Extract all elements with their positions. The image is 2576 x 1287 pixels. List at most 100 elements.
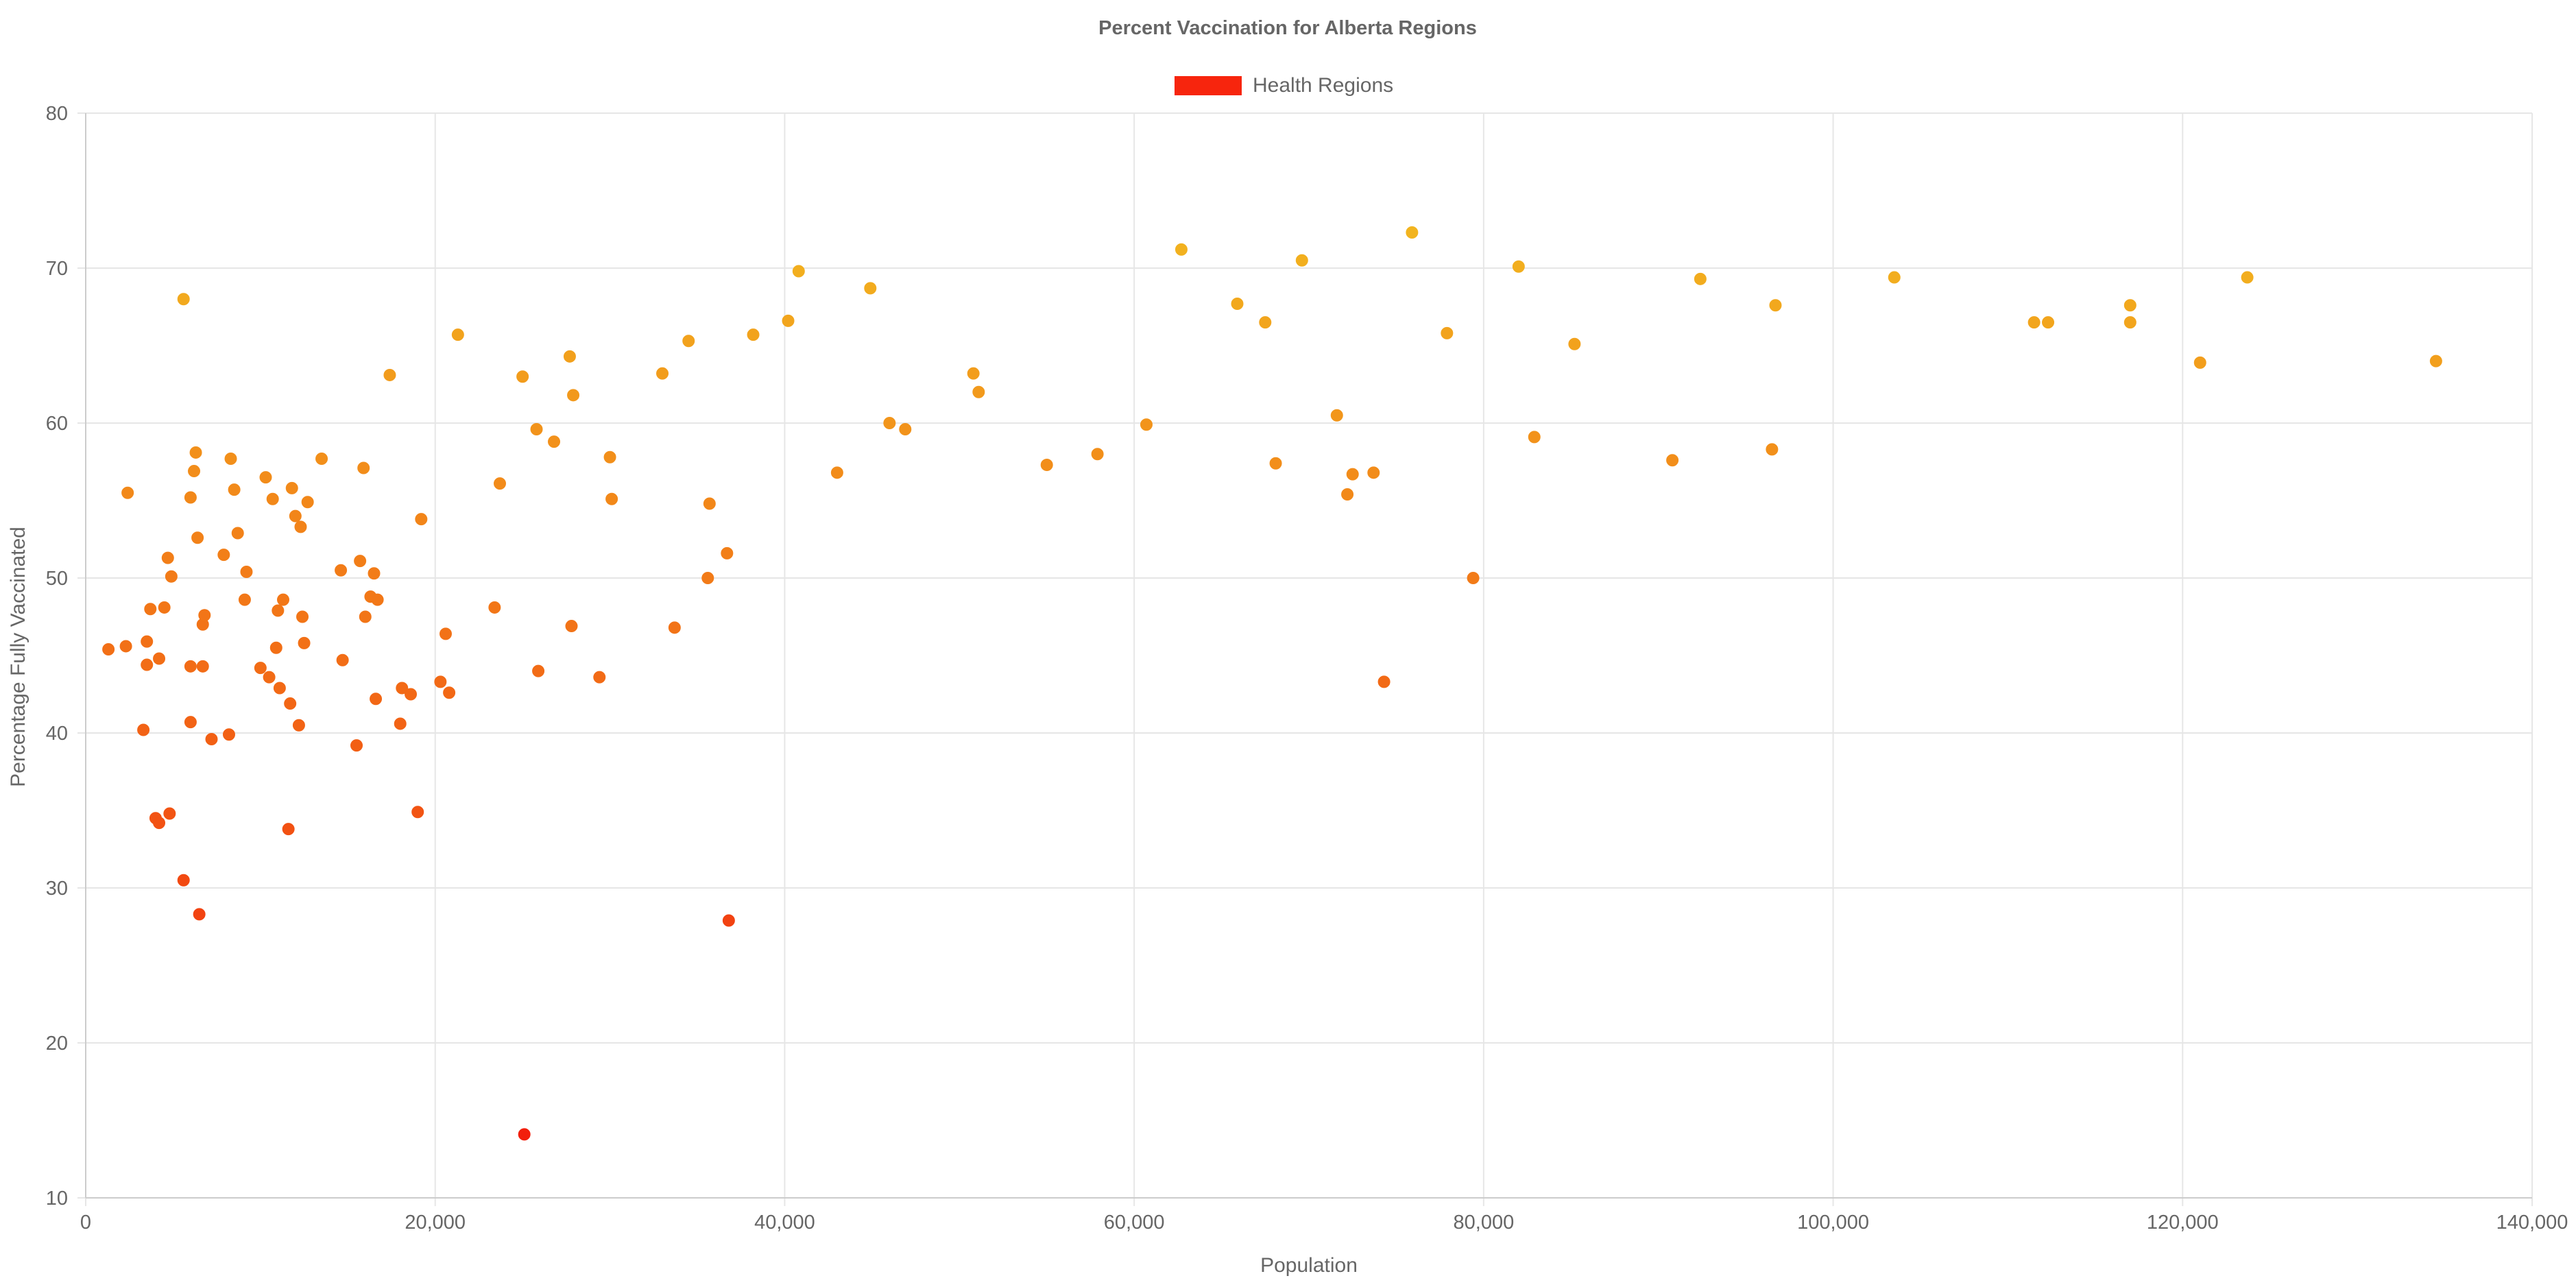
data-point[interactable] — [656, 367, 669, 380]
data-point[interactable] — [530, 423, 543, 436]
data-point[interactable] — [205, 733, 218, 746]
data-point[interactable] — [163, 807, 176, 820]
data-point[interactable] — [1040, 459, 1053, 472]
data-point[interactable] — [864, 282, 877, 295]
data-point[interactable] — [1528, 431, 1541, 444]
data-point[interactable] — [336, 653, 349, 666]
data-point[interactable] — [370, 693, 383, 706]
data-point[interactable] — [443, 686, 456, 699]
data-point[interactable] — [224, 452, 237, 465]
data-point[interactable] — [532, 664, 545, 677]
data-point[interactable] — [196, 660, 209, 673]
data-point[interactable] — [1091, 448, 1104, 461]
data-point[interactable] — [368, 567, 381, 580]
data-point[interactable] — [177, 293, 190, 306]
data-point[interactable] — [121, 486, 134, 499]
data-point[interactable] — [254, 662, 267, 675]
data-point[interactable] — [2042, 316, 2055, 329]
data-point[interactable] — [1330, 409, 1343, 422]
data-point[interactable] — [153, 652, 166, 665]
data-point[interactable] — [721, 546, 734, 560]
data-point[interactable] — [272, 604, 285, 617]
data-point[interactable] — [231, 527, 244, 540]
data-point[interactable] — [703, 497, 716, 510]
data-point[interactable] — [294, 520, 307, 533]
data-point[interactable] — [899, 423, 912, 436]
data-point[interactable] — [158, 601, 171, 614]
data-point[interactable] — [289, 509, 302, 522]
data-point[interactable] — [1367, 466, 1380, 479]
data-point[interactable] — [605, 492, 618, 505]
data-point[interactable] — [2123, 316, 2136, 329]
data-point[interactable] — [276, 593, 289, 606]
data-point[interactable] — [357, 461, 370, 474]
data-point[interactable] — [1269, 457, 1282, 470]
data-point[interactable] — [883, 417, 896, 429]
data-point[interactable] — [1231, 297, 1244, 310]
data-point[interactable] — [228, 483, 241, 496]
data-point[interactable] — [269, 641, 282, 654]
data-point[interactable] — [217, 549, 230, 562]
data-point[interactable] — [518, 1128, 531, 1141]
data-point[interactable] — [682, 335, 695, 348]
data-point[interactable] — [668, 621, 681, 634]
data-point[interactable] — [296, 610, 309, 623]
data-point[interactable] — [165, 570, 178, 583]
data-point[interactable] — [193, 908, 206, 921]
data-point[interactable] — [119, 640, 132, 653]
data-point[interactable] — [191, 531, 204, 544]
data-point[interactable] — [1888, 271, 1901, 284]
data-point[interactable] — [1766, 443, 1779, 456]
data-point[interactable] — [411, 806, 424, 819]
data-point[interactable] — [394, 717, 407, 730]
data-point[interactable] — [972, 385, 985, 398]
data-point[interactable] — [451, 328, 464, 341]
data-point[interactable] — [701, 572, 714, 584]
data-point[interactable] — [102, 642, 115, 655]
data-point[interactable] — [184, 660, 197, 673]
data-point[interactable] — [747, 328, 760, 341]
data-point[interactable] — [782, 314, 795, 327]
data-point[interactable] — [1259, 316, 1272, 329]
data-point[interactable] — [792, 265, 805, 278]
data-point[interactable] — [1406, 226, 1419, 239]
data-point[interactable] — [563, 350, 576, 363]
data-point[interactable] — [222, 728, 235, 741]
data-point[interactable] — [350, 739, 363, 752]
data-point[interactable] — [273, 682, 286, 695]
data-point[interactable] — [488, 601, 501, 614]
data-point[interactable] — [383, 368, 396, 381]
data-point[interactable] — [1441, 326, 1454, 339]
data-point[interactable] — [2241, 271, 2254, 284]
data-point[interactable] — [396, 682, 409, 695]
data-point[interactable] — [284, 697, 297, 710]
data-point[interactable] — [434, 675, 447, 688]
data-point[interactable] — [548, 435, 561, 448]
data-point[interactable] — [315, 452, 328, 465]
data-point[interactable] — [1295, 254, 1308, 267]
data-point[interactable] — [415, 513, 428, 526]
data-point[interactable] — [259, 471, 272, 484]
data-point[interactable] — [188, 465, 201, 478]
data-point[interactable] — [1512, 260, 1525, 273]
data-point[interactable] — [184, 716, 197, 729]
data-point[interactable] — [354, 555, 367, 568]
data-point[interactable] — [1346, 468, 1359, 481]
data-point[interactable] — [238, 593, 251, 606]
data-point[interactable] — [1140, 418, 1153, 431]
data-point[interactable] — [177, 874, 190, 887]
data-point[interactable] — [371, 593, 384, 606]
data-point[interactable] — [335, 564, 348, 577]
data-point[interactable] — [1341, 488, 1354, 501]
data-point[interactable] — [141, 635, 154, 648]
legend[interactable]: Health Regions — [1173, 74, 1393, 97]
data-point[interactable] — [144, 603, 157, 616]
data-point[interactable] — [1175, 243, 1188, 256]
data-point[interactable] — [153, 817, 166, 830]
data-point[interactable] — [593, 671, 606, 684]
data-point[interactable] — [516, 370, 529, 383]
data-point[interactable] — [967, 367, 980, 380]
data-point[interactable] — [2429, 354, 2442, 368]
data-point[interactable] — [266, 492, 279, 505]
data-point[interactable] — [189, 446, 202, 459]
